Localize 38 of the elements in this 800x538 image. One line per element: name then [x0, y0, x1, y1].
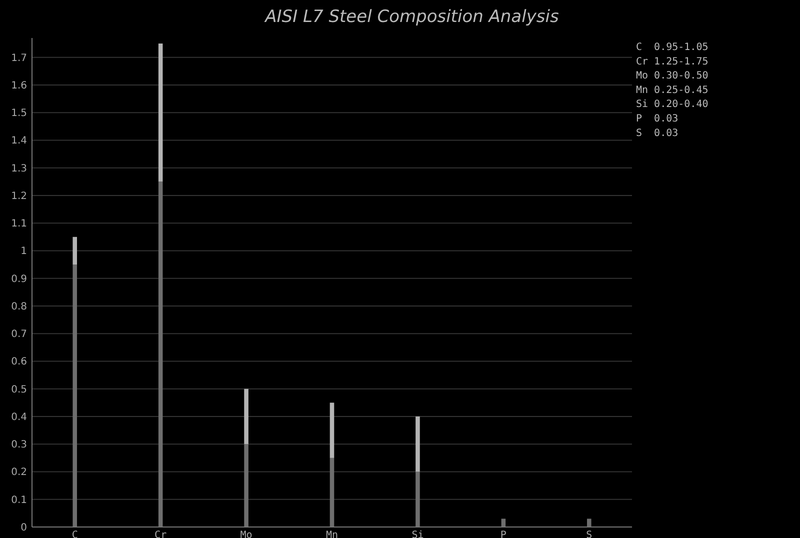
y-tick-label: 0.3 — [11, 440, 27, 451]
x-tick-label: C — [72, 530, 78, 538]
text: Mo 0.30-0.50 — [636, 70, 708, 82]
y-tick-label: 0.9 — [11, 274, 27, 285]
y-tick-label: 1 — [20, 246, 27, 258]
text: Cr 1.25-1.75 — [636, 56, 708, 68]
y-tick-label: 0.4 — [11, 412, 27, 423]
text: S 0.03 — [636, 128, 678, 139]
x-tick-label: Mo — [240, 530, 252, 538]
bar — [416, 416, 420, 472]
y-tick-label: 0.7 — [11, 329, 27, 340]
text: P 0.03 — [636, 114, 678, 124]
x-tick-label: Mn — [326, 530, 338, 538]
x-tick-label: S — [586, 530, 592, 538]
bar — [244, 388, 248, 444]
text: C 0.95-1.05 — [636, 42, 708, 53]
x-tick-label: Si — [412, 530, 424, 538]
y-tick-label: 0 — [20, 522, 27, 534]
bar — [72, 236, 77, 265]
y-tick-label: 1.3 — [11, 163, 27, 174]
y-tick-label: 1.4 — [11, 136, 27, 147]
text: Si 0.20-0.40 — [636, 99, 708, 110]
y-tick-label: 0.2 — [11, 467, 27, 478]
y-tick-label: 1.2 — [11, 190, 27, 202]
y-tick-label: 1.1 — [11, 218, 27, 230]
bar — [330, 402, 334, 458]
y-tick-label: 0.1 — [11, 494, 27, 506]
bar — [158, 44, 163, 182]
y-tick-label: 1.7 — [11, 52, 27, 64]
y-tick-label: 1.5 — [11, 108, 27, 120]
y-tick-label: 0.8 — [11, 301, 27, 312]
text: Mn 0.25-0.45 — [636, 84, 708, 96]
y-tick-label: 0.5 — [11, 384, 27, 396]
y-tick-label: 0.6 — [11, 356, 27, 368]
y-tick-label: 1.6 — [11, 80, 27, 92]
chart-title: AISI L7 Steel Composition Analysis — [264, 7, 559, 27]
x-tick-label: Cr — [154, 530, 167, 538]
x-tick-label: P — [500, 530, 506, 538]
